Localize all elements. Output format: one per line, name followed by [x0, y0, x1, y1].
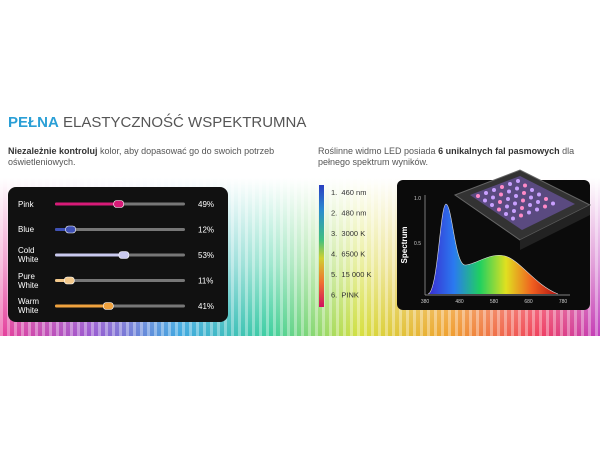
slider-fill [55, 202, 119, 206]
lamp [453, 169, 592, 250]
x-tick-label: 380 [421, 299, 430, 305]
intro-right-before: Roślinne widmo LED posiada [318, 146, 436, 156]
lamp-led [522, 191, 526, 195]
lamp-led [491, 195, 495, 200]
lamp-led [519, 213, 523, 218]
band-label: 2. 480 nm [331, 209, 366, 218]
band-color-bar [319, 185, 324, 307]
lamp-led [521, 198, 525, 203]
intro-right-after: dla pełnego spektrum wyników. [318, 146, 575, 167]
slider-knob [118, 251, 130, 259]
slider-value: 12% [198, 226, 214, 235]
title: PEŁNA ELASTYCZNOŚĆ WSPEKTRUMNA [8, 114, 306, 132]
lamp-led [505, 204, 509, 209]
intro-right-bold: 6 unikalnych fal pasmowych [438, 146, 560, 156]
lamp-led [512, 209, 516, 213]
lamp-led [535, 207, 539, 212]
lamp-led [500, 185, 504, 189]
lamp-led [497, 207, 501, 212]
lamp-led [530, 188, 534, 192]
band-label: 5. 15 000 K [331, 270, 371, 279]
intro-left: Niezależnie kontroluj kolor, aby dopasow… [8, 146, 278, 168]
slider-value: 53% [198, 251, 214, 260]
lamp-led [537, 192, 541, 197]
slider-label: Cold White [18, 246, 39, 264]
lamp-led [528, 203, 532, 207]
lamp-led [520, 206, 524, 210]
lamp-led [543, 204, 547, 209]
lamp-led [551, 201, 555, 206]
band-label: 3. 3000 K [331, 229, 365, 238]
intro-left-bold: Niezależnie kontroluj [8, 146, 98, 156]
x-tick-label: 780 [559, 299, 568, 305]
slider-label: Pink [18, 199, 34, 209]
slider-value: 11% [198, 277, 213, 286]
lamp-led [504, 212, 508, 216]
y-tick-label: 0.5 [414, 241, 421, 247]
lamp-led [516, 179, 520, 183]
lamp-led [507, 189, 511, 194]
band-label: 4. 6500 K [331, 250, 365, 259]
title-accent: PEŁNA [8, 114, 59, 131]
band-label: 6. PINK [331, 291, 359, 300]
y-tick-label: 1.0 [414, 196, 421, 202]
slider-knob [113, 200, 124, 208]
slider-value: 41% [198, 302, 214, 311]
lamp-led [511, 216, 515, 221]
slider-knob [103, 302, 114, 310]
slider-knob [64, 276, 75, 285]
lamp-led [499, 192, 503, 197]
lamp-led [483, 198, 487, 203]
lamp-led [536, 200, 540, 204]
band-label: 1. 460 nm [331, 188, 366, 197]
slider-fill [55, 253, 124, 257]
lamp-led [506, 197, 510, 201]
lamp-led [527, 210, 531, 215]
lamp-led [529, 195, 533, 200]
slider-value: 49% [198, 200, 214, 209]
lamp-led [498, 200, 502, 204]
title-rest: ELASTYCZNOŚĆ WSPEKTRUMNA [63, 114, 307, 131]
x-tick-label: 680 [524, 299, 533, 305]
spectrum-axis-label: Spectrum [400, 227, 409, 264]
lamp-led [515, 186, 519, 191]
x-tick-label: 580 [490, 299, 499, 305]
slider-fill [55, 304, 109, 308]
lamp-led [513, 201, 517, 206]
slider-label: Warm White [18, 297, 40, 315]
lamp-led [484, 191, 488, 195]
lamp-led [514, 194, 518, 198]
lamp-led [523, 183, 527, 188]
slider-label: Pure White [18, 271, 39, 290]
spectrum-curve [428, 204, 558, 294]
lamp-led [508, 182, 512, 186]
slider-knob [65, 225, 76, 234]
x-tick-label: 480 [455, 299, 464, 305]
intro-right: Roślinne widmo LED posiada 6 unikalnych … [318, 146, 598, 168]
intro-left-text: kolor, aby dopasować go do swoich potrze… [8, 146, 275, 167]
slider-label: Blue [18, 225, 35, 234]
slider-track [55, 279, 185, 282]
lamp-led [544, 197, 548, 201]
slider-track [55, 228, 185, 231]
lamp-led [476, 194, 480, 198]
lamp-led [490, 203, 494, 207]
lamp-led [492, 188, 496, 192]
